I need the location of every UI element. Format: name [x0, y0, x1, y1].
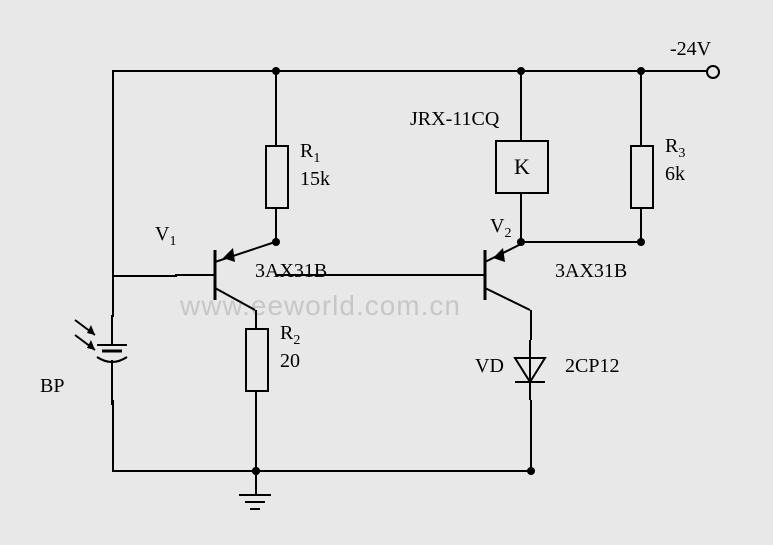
bp-designator: BP: [40, 375, 64, 398]
r2-value: 20: [280, 350, 300, 373]
vd-designator: VD: [475, 355, 504, 378]
wire-top-rail: [112, 70, 707, 72]
transistor-v2: [445, 240, 545, 320]
r1-value: 15k: [300, 168, 330, 191]
vd-part: 2CP12: [565, 355, 619, 378]
relay-k: K: [495, 140, 549, 194]
wire-r1-top: [275, 70, 277, 145]
wire-bottom-rail: [112, 470, 532, 472]
r1-designator: R1: [300, 140, 320, 167]
ground-symbol: [235, 495, 275, 520]
v1-part: 3AX31B: [255, 260, 327, 283]
node-top-relay: [517, 67, 525, 75]
photocell-bp: [85, 315, 145, 405]
wire-relay-r3-join: [520, 241, 642, 243]
wire-v1c-bend: [275, 242, 277, 244]
wire-r3-bottom: [640, 207, 642, 242]
v1-designator: V1: [155, 223, 176, 250]
wire-v2e-down: [530, 310, 532, 340]
circuit-diagram: www.eeworld.com.cn -24V R1 15k K JRX-11C…: [0, 0, 773, 545]
r3-value: 6k: [665, 163, 685, 186]
resistor-r1: [265, 145, 289, 209]
wire-v1e-down: [255, 310, 257, 328]
node-top-r3: [637, 67, 645, 75]
node-ground-vd: [527, 467, 535, 475]
resistor-r2: [245, 328, 269, 392]
wire-bp-down: [112, 400, 114, 472]
wire-ground-stub: [255, 470, 257, 495]
wire-vd-down: [530, 400, 532, 470]
supply-label: -24V: [670, 38, 711, 61]
v2-part: 3AX31B: [555, 260, 627, 283]
wire-bp-up: [112, 275, 114, 317]
relay-designator: K: [514, 154, 530, 180]
wire-bp-to-v1b: [112, 275, 177, 277]
v2-designator: V2: [490, 215, 511, 242]
wire-r3-top: [640, 70, 642, 145]
supply-terminal: [706, 65, 720, 79]
node-r3-join: [637, 238, 645, 246]
wire-r2-down: [255, 390, 257, 470]
resistor-r3: [630, 145, 654, 209]
node-top-r1: [272, 67, 280, 75]
wire-v1c-to-v2b: [276, 274, 446, 276]
wire-relay-bottom: [520, 192, 522, 242]
wire-relay-top: [520, 70, 522, 140]
r2-designator: R2: [280, 322, 300, 349]
r3-designator: R3: [665, 135, 685, 162]
relay-part: JRX-11CQ: [410, 108, 499, 131]
wire-r1-bottom: [275, 207, 277, 242]
diode-vd: [505, 340, 555, 400]
